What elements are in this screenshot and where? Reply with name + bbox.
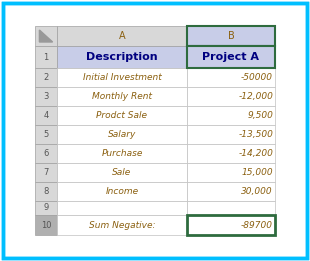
Text: B: B (228, 31, 234, 41)
Text: Purchase: Purchase (101, 149, 143, 158)
Bar (57, 26, 187, 46)
Bar (187, 26, 275, 46)
Text: 9,500: 9,500 (247, 111, 273, 120)
Text: Prodct Sale: Prodct Sale (96, 111, 148, 120)
Bar (187, 106, 275, 125)
Bar (187, 46, 275, 68)
Text: 10: 10 (41, 221, 51, 229)
Bar (187, 201, 275, 215)
Text: Income: Income (105, 187, 139, 196)
Text: 7: 7 (43, 168, 49, 177)
Text: -89700: -89700 (241, 221, 273, 229)
Bar (57, 68, 187, 87)
Bar (57, 215, 187, 235)
Bar (57, 182, 187, 201)
Bar (187, 68, 275, 87)
Text: -14,200: -14,200 (238, 149, 273, 158)
Text: Salary: Salary (108, 130, 136, 139)
Text: -13,500: -13,500 (238, 130, 273, 139)
Text: 4: 4 (43, 111, 49, 120)
Polygon shape (39, 30, 53, 42)
Bar (187, 215, 275, 235)
Text: 1: 1 (43, 52, 49, 62)
Text: Sum Negative:: Sum Negative: (89, 221, 155, 229)
Text: Sale: Sale (112, 168, 132, 177)
Bar (35, 144, 57, 163)
Bar (57, 106, 187, 125)
Bar (57, 87, 187, 106)
Bar (187, 125, 275, 144)
Bar (35, 26, 57, 46)
Text: -12,000: -12,000 (238, 92, 273, 101)
Text: 2: 2 (43, 73, 49, 82)
Bar (187, 144, 275, 163)
Text: 6: 6 (43, 149, 49, 158)
Bar (35, 68, 57, 87)
Text: 3: 3 (43, 92, 49, 101)
Bar (57, 125, 187, 144)
Bar (35, 215, 57, 235)
Bar (187, 87, 275, 106)
Text: A: A (119, 31, 125, 41)
Text: Monthly Rent: Monthly Rent (92, 92, 152, 101)
Text: 8: 8 (43, 187, 49, 196)
Text: Project A: Project A (202, 52, 259, 62)
Bar (187, 182, 275, 201)
Text: 5: 5 (43, 130, 49, 139)
Text: 30,000: 30,000 (241, 187, 273, 196)
Bar (187, 163, 275, 182)
Text: Description: Description (86, 52, 158, 62)
Text: -50000: -50000 (241, 73, 273, 82)
Bar (35, 87, 57, 106)
Text: Initial Investment: Initial Investment (83, 73, 162, 82)
Bar (35, 182, 57, 201)
Text: 9: 9 (43, 204, 49, 212)
Bar (35, 163, 57, 182)
Bar (35, 106, 57, 125)
Text: 15,000: 15,000 (241, 168, 273, 177)
Bar (57, 163, 187, 182)
Bar (35, 46, 57, 68)
Bar (35, 125, 57, 144)
Bar (57, 46, 187, 68)
Bar (57, 201, 187, 215)
Bar (35, 201, 57, 215)
Bar (57, 144, 187, 163)
